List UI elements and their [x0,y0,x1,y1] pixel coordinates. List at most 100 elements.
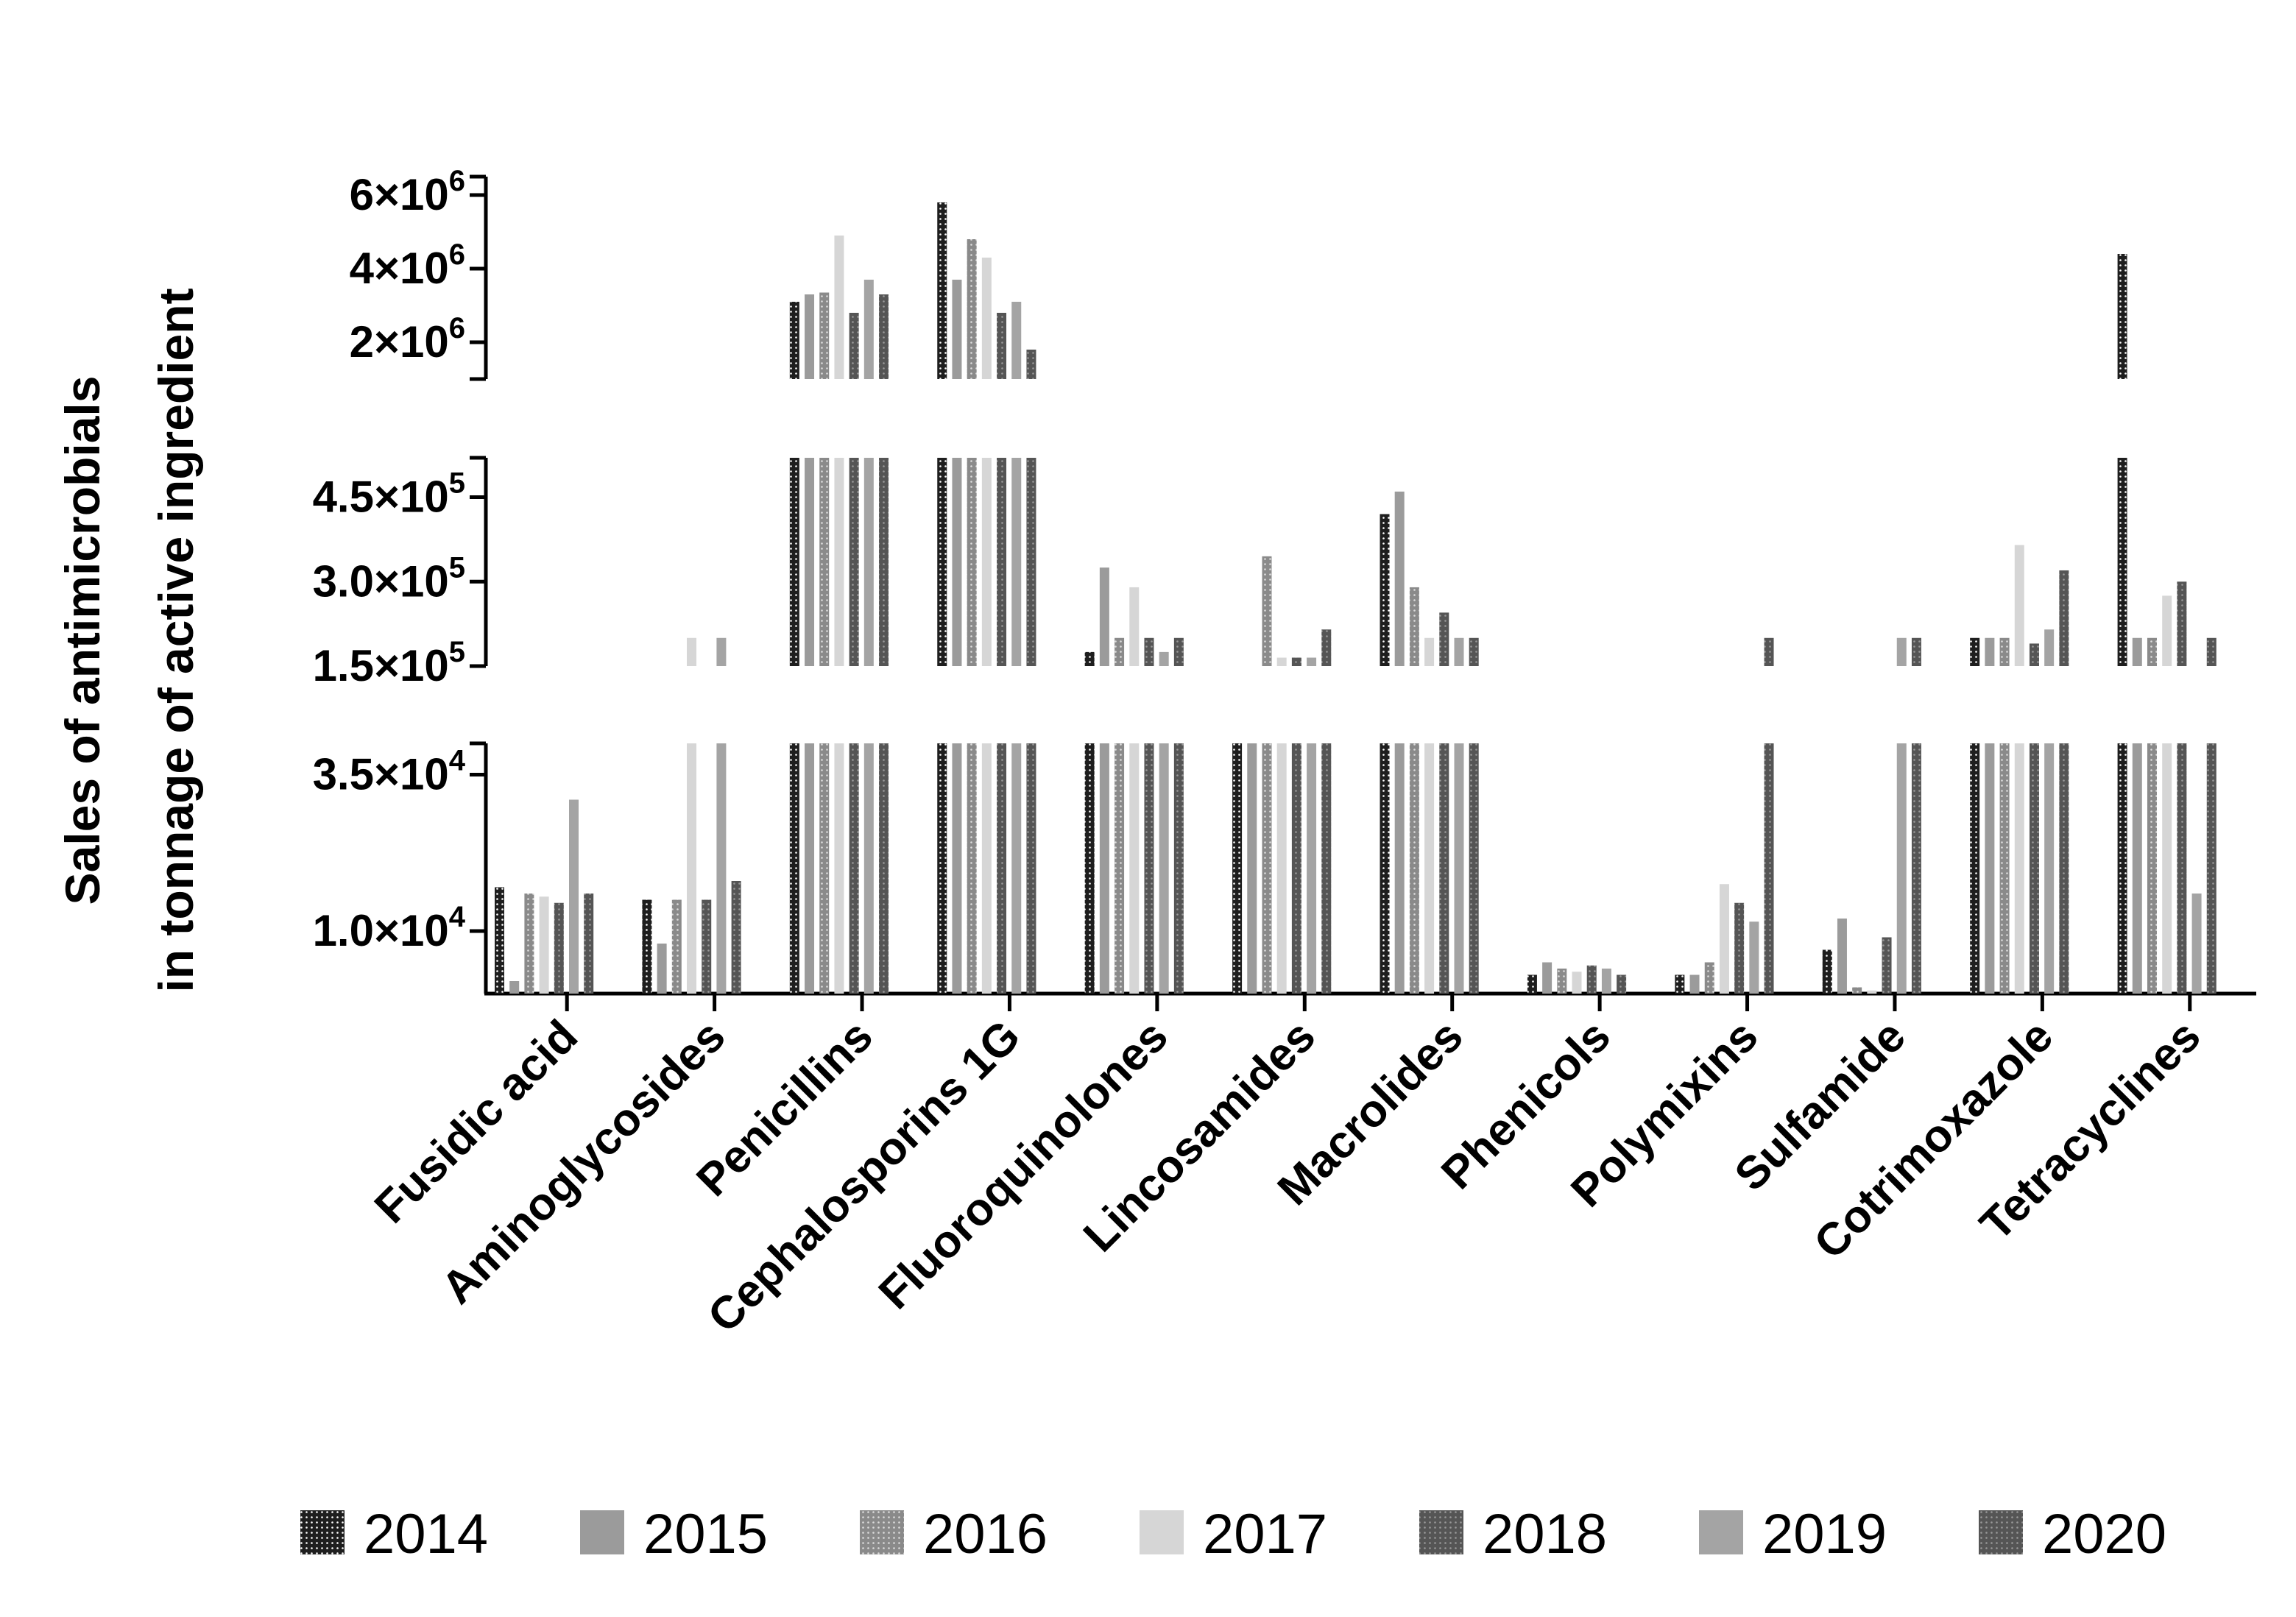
bar-2016-cephalosporins-1g [967,239,977,379]
bar-2017-cephalosporins-1g [981,458,992,666]
bar-2016-lincosamides [1262,743,1272,994]
bar-2020-macrolides [1469,743,1479,994]
legend: 2014 2015 2016 2017 2018 2019 2020 [300,1503,2166,1565]
legend-label-2019: 2019 [1762,1503,1887,1565]
bar-2019-fusidic-acid [569,799,579,994]
bar-2020-lincosamides [1321,629,1332,666]
bar-2019-fluoroquinolones [1159,651,1169,666]
bar-2016-macrolides [1409,587,1419,666]
bar-2020-tetracyclines [2206,637,2216,666]
bar-2015-macrolides [1394,743,1405,994]
bar-2017-fusidic-acid [539,896,549,994]
x-tick-labels: Fusidic acidAminoglycosidesPenicillinsCe… [365,994,2211,1342]
bar-2019-cephalosporins-1g [1011,458,1022,666]
bar-2014-cephalosporins-1g [937,458,947,666]
bar-2015-macrolides [1394,491,1405,666]
bar-2020-polymixins [1764,743,1774,994]
bar-2019-aminoglycosides [716,743,727,994]
bar-2016-macrolides [1409,743,1419,994]
bar-2016-fluoroquinolones [1115,637,1125,666]
y-tick-label: 1.0×104 [313,901,466,955]
bar-2014-tetracyclines [2117,254,2127,379]
bar-2020-penicillins [879,458,889,666]
bar-2014-cephalosporins-1g [937,202,947,379]
bar-2015-penicillins [805,458,815,666]
bar-2014-polymixins [1675,974,1685,994]
bar-2020-penicillins [879,743,889,994]
bar-2020-penicillins [879,294,889,379]
bar-2018-tetracyclines [2177,743,2187,994]
bar-2016-fusidic-acid [524,894,534,994]
bar-2017-polymixins [1719,884,1729,994]
legend-swatch-2016 [860,1510,904,1554]
bar-2017-fluoroquinolones [1129,587,1140,666]
bar-2016-penicillins [819,743,830,994]
bar-2018-penicillins [849,313,859,379]
legend-label-2016: 2016 [923,1503,1048,1565]
bar-2017-macrolides [1424,637,1435,666]
bar-2014-phenicols [1527,974,1537,994]
bar-2020-cephalosporins-1g [1026,458,1036,666]
bar-2017-cotrimoxazole [2014,743,2024,994]
bar-2014-aminoglycosides [642,899,652,994]
bar-2019-cotrimoxazole [2044,629,2055,666]
bar-2017-cotrimoxazole [2014,545,2024,666]
bar-2016-cephalosporins-1g [967,458,977,666]
y-axis-title-line-2: in tonnage of active ingredient [149,288,203,992]
bar-2014-fusidic-acid [495,887,504,994]
bar-2018-fluoroquinolones [1144,637,1154,666]
bar-2018-tetracyclines [2177,581,2187,666]
bar-2015-cotrimoxazole [1985,637,1995,666]
bar-2014-fluoroquinolones [1084,651,1095,666]
bar-2015-sulfamide [1837,919,1847,994]
legend-label-2014: 2014 [364,1503,488,1565]
bar-2019-cephalosporins-1g [1011,743,1022,994]
legend-label-2018: 2018 [1483,1503,1607,1565]
bar-2015-cephalosporins-1g [952,280,962,379]
bar-2017-aminoglycosides [687,637,697,666]
bar-2019-tetracyclines [2191,894,2202,994]
bar-2017-penicillins [834,236,844,379]
bar-2014-penicillins [789,458,799,666]
bar-2019-macrolides [1454,743,1464,994]
bar-2014-tetracyclines [2117,743,2127,994]
bar-2018-lincosamides [1291,657,1301,666]
bar-2017-penicillins [834,458,844,666]
bar-2017-lincosamides [1276,743,1287,994]
bar-2014-sulfamide [1822,949,1832,994]
bar-2018-phenicols [1586,965,1597,994]
bar-2017-cephalosporins-1g [981,258,992,379]
y-tick-label: 6×106 [350,165,465,219]
bar-2020-macrolides [1469,637,1479,666]
bar-2017-phenicols [1572,972,1582,994]
bar-2020-lincosamides [1321,743,1332,994]
bar-2018-cotrimoxazole [2029,643,2039,666]
bar-2018-cephalosporins-1g [997,743,1007,994]
bar-2018-cotrimoxazole [2029,743,2039,994]
bar-2015-fusidic-acid [509,981,520,994]
bar-2017-tetracyclines [2162,743,2172,994]
y-axis-title: Sales of antimicrobials in tonnage of ac… [55,288,203,992]
bar-2019-phenicols [1601,969,1611,994]
bar-2020-cephalosporins-1g [1026,743,1036,994]
y-tick-label: 3.0×105 [313,551,465,606]
bar-2014-cephalosporins-1g [937,743,947,994]
bar-2020-tetracyclines [2206,743,2216,994]
bar-2015-penicillins [805,743,815,994]
bar-2020-cotrimoxazole [2059,743,2069,994]
bar-2017-tetracyclines [2162,595,2172,666]
y-axis-title-line-1: Sales of antimicrobials [55,376,110,905]
bar-2019-macrolides [1454,637,1464,666]
legend-swatch-2020 [1979,1510,2023,1554]
bar-2016-cotrimoxazole [1999,637,2010,666]
bar-2019-penicillins [863,280,874,379]
y-tick-label: 4.5×105 [313,467,465,522]
bar-2014-penicillins [789,743,799,994]
bar-2015-aminoglycosides [657,944,667,994]
bar-2016-phenicols [1557,969,1567,994]
bar-2015-lincosamides [1247,743,1257,994]
bar-2014-macrolides [1380,514,1390,666]
bar-2016-tetracyclines [2147,743,2157,994]
legend-label-2020: 2020 [2042,1503,2166,1565]
